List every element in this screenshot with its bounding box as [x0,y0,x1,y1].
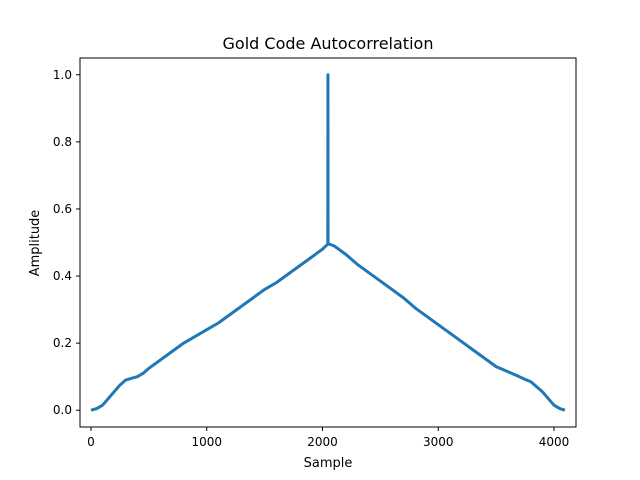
plot-area [90,73,566,412]
y-tick-label: 0.2 [53,336,72,350]
y-tick-label: 0.0 [53,403,72,417]
x-tick-label: 4000 [539,435,570,449]
series-line-0 [90,73,566,412]
x-tick-label: 0 [87,435,95,449]
y-tick-label: 0.4 [53,269,72,283]
x-tick-label: 2000 [307,435,338,449]
x-axis-ticks: 0 1000 2000 3000 4000 [87,427,569,449]
y-axis-ticks: 0.0 0.2 0.4 0.6 0.8 1.0 [53,68,80,417]
y-tick-label: 1.0 [53,68,72,82]
y-tick-label: 0.6 [53,202,72,216]
x-tick-label: 3000 [423,435,454,449]
x-tick-label: 1000 [191,435,222,449]
x-axis-label: Sample [304,456,353,471]
chart-title: Gold Code Autocorrelation [223,34,434,53]
y-axis-label: Amplitude [28,210,43,277]
y-tick-label: 0.8 [53,135,72,149]
plot-frame [79,57,577,428]
